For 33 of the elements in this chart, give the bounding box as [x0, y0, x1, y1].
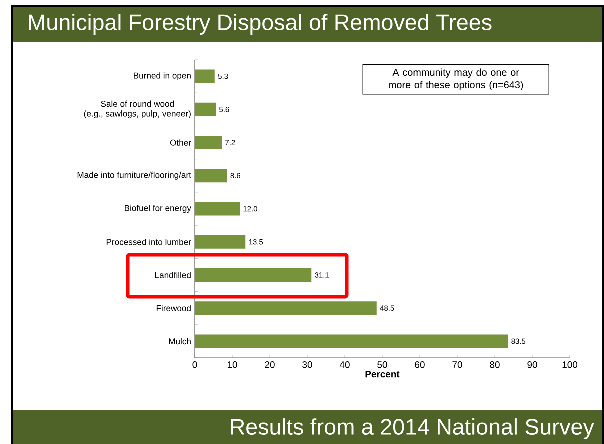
x-tick-label: 40	[340, 362, 350, 368]
y-tick-label: Biofuel for energy	[125, 205, 192, 213]
chart-title: Municipal Forestry Disposal of Removed Trees	[29, 14, 492, 35]
x-tick-label: 100	[562, 362, 578, 368]
bar	[195, 202, 240, 216]
y-tick-label: Other	[170, 140, 192, 146]
bar	[195, 102, 216, 116]
y-tick-label: Mulch	[169, 338, 191, 345]
annotation: A community may do one or more of these options (n=643)	[389, 68, 524, 91]
bar	[195, 235, 246, 249]
y-tick-label: Burned in open	[134, 72, 191, 81]
y-tick-label: Firewood	[156, 305, 191, 312]
bar	[195, 136, 222, 150]
x-tick-label: 60	[415, 362, 425, 368]
bar	[195, 334, 508, 348]
x-tick-label: 90	[528, 362, 538, 368]
y-tick-label: Made into furniture/flooring/art	[78, 172, 192, 180]
x-tick-label: 20	[265, 362, 275, 368]
y-tick-label: Sale of round wood (e.g., sawlogs, pulp, veneer)	[84, 100, 191, 119]
bar	[195, 268, 312, 282]
bar	[195, 169, 228, 183]
y-tick-label: Landfilled	[156, 272, 191, 278]
bar	[195, 302, 377, 316]
bar	[195, 70, 215, 84]
x-axis-title: Percent	[366, 371, 400, 378]
text: Results from a 2014 National Survey	[231, 418, 594, 440]
x-tick-label: 80	[490, 362, 500, 368]
x-tick-label: 30	[302, 362, 312, 368]
x-tick-label: 0	[192, 362, 198, 368]
x-tick-label: 50	[378, 362, 388, 368]
x-tick-label: 70	[452, 362, 462, 368]
y-tick-label: Processed into lumber	[106, 238, 192, 246]
x-tick-label: 10	[228, 362, 238, 368]
